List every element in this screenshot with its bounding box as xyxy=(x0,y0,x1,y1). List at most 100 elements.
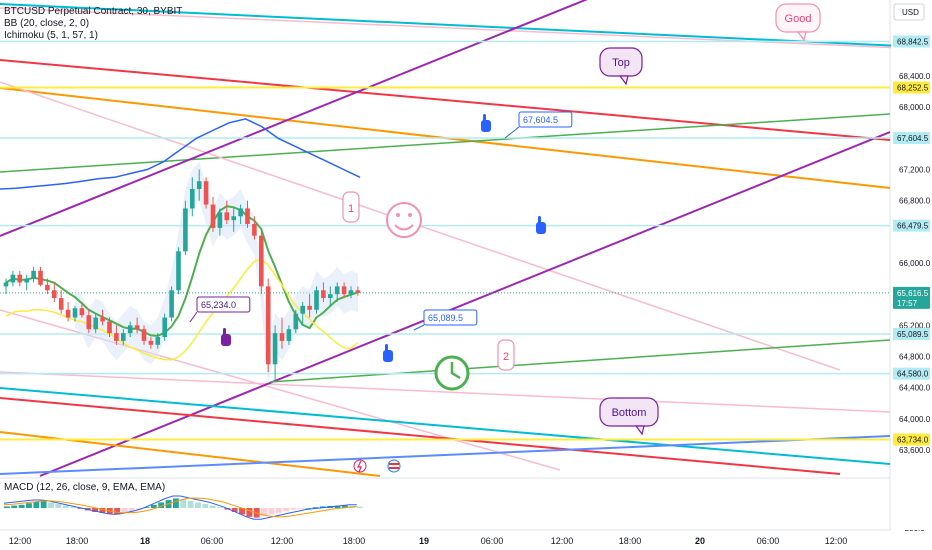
annotation-marker-1-box[interactable] xyxy=(342,191,360,223)
macd-histogram-bar xyxy=(143,507,150,508)
candle-bearish[interactable] xyxy=(279,333,285,341)
annotation-marker-2-box[interactable] xyxy=(497,339,515,371)
candle-bullish[interactable] xyxy=(238,208,243,217)
candle-bullish[interactable] xyxy=(300,305,305,314)
candle-bearish[interactable] xyxy=(107,321,112,334)
trendline-green-upper[interactable] xyxy=(0,113,891,173)
ichimoku-indicator-label[interactable]: Ichimoku (5, 1, 57, 1) xyxy=(4,30,98,41)
time-axis-tick: 06:00 xyxy=(757,536,780,546)
event-us-flag-icon[interactable] xyxy=(387,459,401,473)
candle-bearish[interactable] xyxy=(45,284,50,291)
pointing-hand-purple-icon[interactable] xyxy=(221,334,231,346)
candle-bullish[interactable] xyxy=(176,251,181,291)
candle-bearish[interactable] xyxy=(224,212,230,221)
candle-bullish[interactable] xyxy=(10,274,16,283)
macd-histogram-bar xyxy=(231,508,238,512)
candle-bearish[interactable] xyxy=(52,290,57,299)
candle-bearish[interactable] xyxy=(141,329,147,341)
thumbs-up-icon-1[interactable] xyxy=(481,120,491,132)
candle-bullish[interactable] xyxy=(314,290,319,310)
ichimoku-kijun-line[interactable] xyxy=(5,205,359,337)
channel-line-upper[interactable] xyxy=(0,0,610,237)
trendline-cyan-lower[interactable] xyxy=(0,387,891,465)
candle-bearish[interactable] xyxy=(245,208,250,225)
candle-bullish[interactable] xyxy=(286,329,292,341)
chart-legend: BTCUSD Perpetual Contract, 30, BYBIT BB … xyxy=(4,6,182,42)
annotation-good[interactable]: Good xyxy=(775,3,821,42)
smiley-face-icon[interactable] xyxy=(386,202,422,238)
candle-bullish[interactable] xyxy=(72,308,78,318)
candle-bullish[interactable] xyxy=(196,181,202,189)
candle-bearish[interactable] xyxy=(17,274,23,283)
channel-line-lower[interactable] xyxy=(39,131,891,477)
macd-histogram-bar xyxy=(202,504,209,508)
candle-bearish[interactable] xyxy=(210,204,216,228)
trendline-red-upper[interactable] xyxy=(0,59,891,141)
candle-bullish[interactable] xyxy=(162,317,167,338)
trendline-blue-lower[interactable] xyxy=(0,435,891,475)
ichimoku-cloud xyxy=(75,161,358,384)
candle-bullish[interactable] xyxy=(121,333,126,341)
trendline-green-lower[interactable] xyxy=(269,339,891,383)
candle-bearish[interactable] xyxy=(259,235,264,287)
annotation-bottom[interactable]: Bottom xyxy=(599,397,659,436)
price-label-65234-box[interactable] xyxy=(196,296,251,313)
candle-bearish[interactable] xyxy=(252,224,257,236)
candle-bearish[interactable] xyxy=(58,298,64,310)
candle-bearish[interactable] xyxy=(148,340,154,345)
candle-bearish[interactable] xyxy=(265,286,271,365)
trendline-cyan-top[interactable] xyxy=(0,3,901,47)
candle-bullish[interactable] xyxy=(334,286,340,295)
price-label-65234-text: 65,234.0 xyxy=(201,300,236,310)
symbol-title[interactable]: BTCUSD Perpetual Contract, 30, BYBIT xyxy=(4,6,183,17)
candle-bearish[interactable] xyxy=(341,286,347,295)
currency-button[interactable] xyxy=(893,3,925,21)
bollinger-upper-band[interactable] xyxy=(0,118,361,190)
trendline-red-lower[interactable] xyxy=(0,397,841,475)
candle-bullish[interactable] xyxy=(31,270,36,279)
macd-signal-line[interactable] xyxy=(3,497,357,518)
annotation-top[interactable]: Top xyxy=(599,47,643,86)
bb-indicator-label[interactable]: BB (20, close, 2, 0) xyxy=(4,18,90,29)
candle-bearish[interactable] xyxy=(355,290,361,293)
candle-bearish[interactable] xyxy=(114,333,119,341)
candle-bearish[interactable] xyxy=(321,290,326,299)
event-flash-icon[interactable] xyxy=(353,459,367,473)
candle-bearish[interactable] xyxy=(307,305,312,310)
macd-histogram-bar xyxy=(48,502,54,508)
candle-bullish[interactable] xyxy=(155,337,161,345)
candle-bearish[interactable] xyxy=(79,308,85,316)
candle-bullish[interactable] xyxy=(348,290,354,295)
candle-bullish[interactable] xyxy=(93,317,98,330)
macd-line[interactable] xyxy=(3,495,357,520)
candle-bearish[interactable] xyxy=(134,325,140,330)
price-badge-label: 66,479.5 xyxy=(897,222,929,231)
candle-bullish[interactable] xyxy=(231,216,236,221)
candle-bullish[interactable] xyxy=(293,313,299,330)
price-label-65089-box[interactable] xyxy=(423,309,478,326)
candle-bearish[interactable] xyxy=(203,181,209,205)
candle-bearish[interactable] xyxy=(65,309,71,318)
candle-bullish[interactable] xyxy=(328,294,333,299)
candle-bullish[interactable] xyxy=(127,325,133,334)
macd-indicator-label[interactable]: MACD (12, 26, close, 9, EMA, EMA) xyxy=(4,482,166,493)
trendline-pink-flat[interactable] xyxy=(0,371,891,413)
price-axis-tick: 68,000.0 xyxy=(899,103,931,112)
candle-bearish[interactable] xyxy=(100,317,105,322)
macd-histogram-bar xyxy=(26,503,32,508)
candle-bullish[interactable] xyxy=(272,333,278,365)
candle-bullish[interactable] xyxy=(183,208,188,252)
candle-bullish[interactable] xyxy=(169,290,174,318)
candle-bearish[interactable] xyxy=(86,315,92,330)
candle-bullish[interactable] xyxy=(3,282,9,287)
candle-bearish[interactable] xyxy=(38,270,43,285)
candle-bullish[interactable] xyxy=(190,188,195,209)
pointing-hand-icon[interactable] xyxy=(383,350,393,362)
smiley-eye-right-icon xyxy=(408,213,412,217)
ichimoku-tenkan-line[interactable] xyxy=(5,258,359,361)
candle-bullish[interactable] xyxy=(217,212,223,228)
price-label-67604-box[interactable] xyxy=(518,111,573,128)
candle-bullish[interactable] xyxy=(24,278,29,283)
thumbs-up-icon-2[interactable] xyxy=(536,222,546,234)
